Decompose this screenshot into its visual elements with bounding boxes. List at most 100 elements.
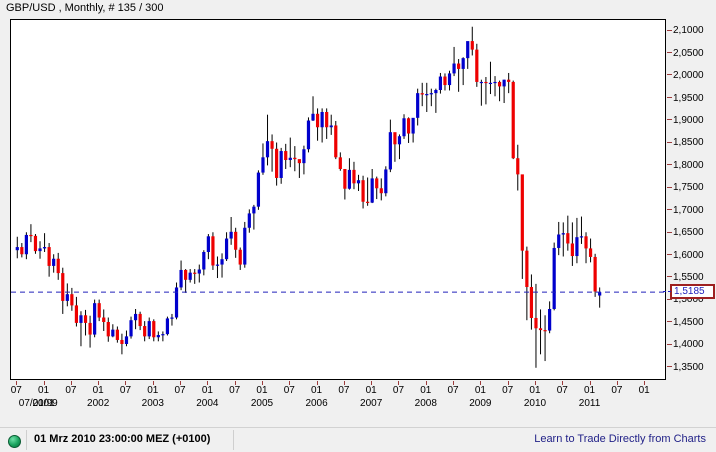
time-tick-month: 01 [420,385,432,396]
price-tick-label: 1,8500 [667,137,704,148]
time-tick-year: 2005 [250,398,274,409]
time-tick-month: 07 [229,385,241,396]
price-tick-text: 1,4000 [673,339,704,351]
time-tick-mark [261,381,263,385]
time-tick-month: 07 [611,385,623,396]
price-tick-label: 1,5500 [667,272,704,283]
price-tick-mark [667,231,672,233]
time-tick-mark [398,381,400,385]
price-tick-label: 1,9500 [667,93,704,104]
time-axis: 07 01 07 01 07 01 07 01 07 01 07 01 07 01 07 01 07 01 07 01… [10,381,716,421]
time-tick-mark [316,381,318,385]
time-tick-mark [562,381,564,385]
time-tick-month: 01 [147,385,159,396]
time-tick-mark [289,381,291,385]
time-tick-month: 07 [392,385,405,396]
time-tick-year: 2002 [87,398,110,409]
time-tick-month: 07 [447,385,459,396]
time-tick-month: 01 [92,385,104,396]
price-axis: 2,1000 2,0500 2,0000 1,9500 1,9000 1,8500 1,80… [663,19,716,380]
time-tick-month: 07 [119,385,132,396]
time-tick-month: 01 [365,385,377,396]
price-tick-label: 1,3500 [667,362,704,373]
price-tick-label: 2,0000 [667,70,704,81]
price-tick-mark [667,276,672,278]
time-tick-mark [480,381,482,385]
price-tick-text: 1,6000 [673,249,704,261]
price-tick-mark [667,119,672,121]
time-tick-mark [16,381,18,385]
status-bar: 01 Mrz 2010 23:00:00 MEZ (+0100) Learn t… [0,427,716,452]
price-tick-text: 1,7000 [673,204,704,216]
price-tick-mark [667,321,672,323]
price-tick-label: 1,4000 [667,339,704,350]
time-tick-mark [507,381,509,385]
price-tick-text: 1,7500 [673,182,704,194]
time-tick-year: 2010 [523,398,547,409]
price-tick-label: 1,4500 [667,317,704,328]
time-tick-mark [207,381,209,385]
price-tick-text: 1,6500 [673,227,704,239]
price-tick-mark [667,74,672,76]
status-divider-left [26,430,27,450]
time-tick-month: 07 [283,385,295,396]
price-tick-text: 1,8500 [673,137,704,149]
time-tick-mark [70,381,72,385]
time-tick-mark [425,381,427,385]
chart-plot-area[interactable] [10,19,666,380]
price-tick-text: 1,4500 [673,316,704,328]
candlestick-series [11,26,665,368]
time-tick-mark [98,381,100,385]
time-tick-year: 2003 [141,398,164,409]
price-tick-label: 1,7500 [667,182,704,193]
time-tick-month: 01 [38,385,50,396]
price-tick-mark [667,186,672,188]
time-tick-mark [534,381,536,385]
time-tick-year: 2004 [196,398,219,409]
price-tick-label: 1,6000 [667,250,704,261]
time-tick-mark [152,381,154,385]
time-tick-mark [234,381,236,385]
price-tick-mark [667,141,672,143]
price-tick-label: 2,0500 [667,48,704,59]
time-tick-month: 07 [338,385,350,396]
time-tick-month: 07 [502,385,514,396]
price-tick-mark [667,343,672,345]
price-tick-mark [667,298,672,300]
learn-to-trade-link[interactable]: Learn to Trade Directly from Charts [534,433,706,445]
price-tick-label: 1,7000 [667,205,704,216]
price-tick-mark [667,164,672,166]
time-tick-year: 2008 [414,398,437,409]
page-title: GBP/USD , Monthly, # 135 / 300 [6,2,164,14]
time-tick-mark [180,381,182,385]
price-tick-mark [667,209,672,211]
time-tick-mark [371,381,373,385]
time-tick-year: 2011 [578,398,601,409]
price-tick-text: 2,0500 [673,47,704,59]
time-tick-mark [43,381,45,385]
price-tick-text: 1,9500 [673,92,704,104]
price-tick-mark [667,96,672,98]
price-tick-mark [667,253,672,255]
status-timestamp: 01 Mrz 2010 23:00:00 MEZ (+0100) [34,433,211,445]
time-tick-mark [616,381,618,385]
status-divider-right [233,430,234,450]
time-tick-month: 01 [311,385,323,396]
price-tick-text: 1,5000 [673,294,704,306]
time-tick-mark [453,381,455,385]
price-tick-label: 1,6500 [667,227,704,238]
current-price-marker: 1,5185 [670,284,715,300]
price-tick-text: 1,3500 [673,361,704,373]
time-tick-month: 01 [256,385,268,396]
candlestick-canvas [11,20,665,379]
price-tick-text: 2,1000 [673,25,704,37]
price-tick-text: 1,9000 [673,114,704,126]
price-tick-label: 1,8000 [667,160,704,171]
time-tick-month: 01 [529,385,541,396]
time-tick-month: 01 [474,385,486,396]
time-tick-mark [343,381,345,385]
time-tick-month: 01 [201,385,213,396]
price-tick-label: 1,9000 [667,115,704,126]
time-tick-month: 01 [584,385,596,396]
